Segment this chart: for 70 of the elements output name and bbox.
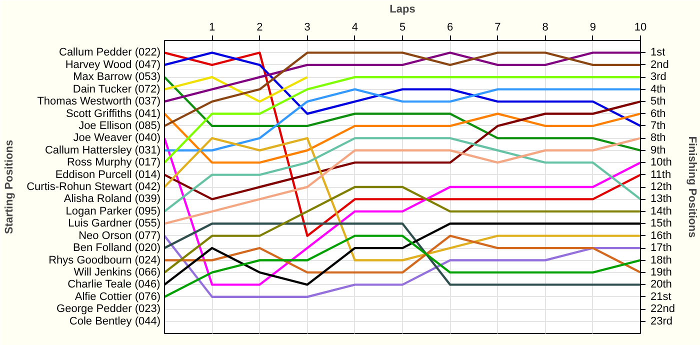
line-series	[164, 234, 640, 298]
line-series	[164, 52, 640, 128]
y-tick-label: 12th	[650, 181, 672, 193]
x-tick-label: 9	[590, 22, 596, 34]
series-label: Joe Weaver (040)	[73, 132, 161, 144]
text: Alisha Roland (039)	[64, 193, 161, 206]
series-label: Scott Griffiths (041)	[66, 108, 161, 120]
y-tick-label: 14th	[650, 205, 672, 218]
y-tick-label: 6th	[650, 108, 666, 120]
x-tick-label: 7	[494, 22, 501, 34]
series-label: Ross Murphy (017)	[66, 156, 161, 169]
x-axis-title: Laps	[390, 4, 416, 16]
series-label: Logan Parker (095)	[66, 205, 161, 218]
series-label: Callum Hattersley (031)	[44, 144, 161, 156]
line-series	[164, 88, 640, 152]
y-tick-label: 9th	[650, 144, 666, 156]
x-tick-label: 1	[209, 22, 216, 34]
series-label: Callum Pedder (022)	[59, 46, 161, 59]
x-tick-label: 10	[634, 22, 647, 34]
text: Cole Bentley (044)	[69, 315, 161, 328]
line-series	[164, 112, 640, 164]
line-series	[164, 137, 640, 262]
x-tick-label: 2	[256, 22, 263, 34]
y-tick-label: 8th	[650, 132, 666, 144]
x-tick-label: 4	[352, 22, 358, 34]
y-tick-label: 18th	[650, 254, 672, 266]
line-series	[164, 234, 640, 274]
series-label: Will Jenkins (066)	[74, 266, 161, 278]
series-label: Harvey Wood (047)	[65, 58, 160, 71]
line-series	[164, 186, 640, 274]
y-tick-label: 15th	[650, 218, 672, 230]
line-series	[164, 100, 640, 200]
series-label: Thomas Westworth (037)	[37, 96, 161, 108]
series-label: Eddison Purcell (014)	[55, 168, 161, 181]
series-label: Rhys Goodbourn (024)	[48, 254, 161, 266]
y-tick-label: 22nd	[650, 303, 675, 316]
series-label: Neo Orson (077)	[78, 230, 161, 242]
y-tick-label: 4th	[650, 83, 666, 96]
y-tick-label: 23rd	[650, 315, 673, 328]
series-label: Joe Ellison (085)	[78, 120, 161, 132]
line-series	[164, 137, 640, 286]
y-tick-label: 20th	[650, 278, 672, 291]
x-tick-label: 8	[542, 22, 548, 34]
y-tick-label: 17th	[650, 242, 672, 254]
y-tick-label: 5th	[650, 96, 666, 108]
y-axis-title: Finishing Positions	[686, 136, 698, 238]
line-series	[164, 52, 640, 103]
y-tick-label: 16th	[650, 230, 672, 242]
series-label: Dain Tucker (072)	[72, 83, 160, 96]
y-tick-label: 21st	[650, 290, 672, 303]
y-tick-label: 19th	[650, 266, 672, 278]
y-tick-label: 13th	[650, 193, 672, 206]
x-tick-label: 5	[399, 22, 406, 34]
y-tick-label: 2nd	[650, 58, 669, 71]
series-label: Charlie Teale (046)	[68, 278, 160, 291]
series-label: Luis Gardner (055)	[68, 218, 161, 230]
text: George Pedder (023)	[56, 303, 160, 316]
y-tick-label: 3rd	[650, 71, 666, 84]
series-label: Curtis-Rohun Stewart (042)	[26, 181, 161, 193]
series-label: Max Barrow (053)	[73, 71, 161, 84]
series-label: Alfie Cottier (076)	[74, 290, 161, 303]
series-label: Ben Folland (020)	[73, 242, 161, 254]
x-tick-label: 6	[447, 22, 454, 34]
y-tick-label: 1st	[650, 46, 666, 59]
y-tick-label: 10th	[650, 156, 672, 169]
line-series	[164, 52, 640, 237]
text: Starting Positions	[4, 140, 16, 234]
y-tick-label: 7th	[650, 120, 666, 132]
x-tick-label: 3	[304, 22, 310, 34]
y-tick-label: 11th	[650, 168, 672, 181]
